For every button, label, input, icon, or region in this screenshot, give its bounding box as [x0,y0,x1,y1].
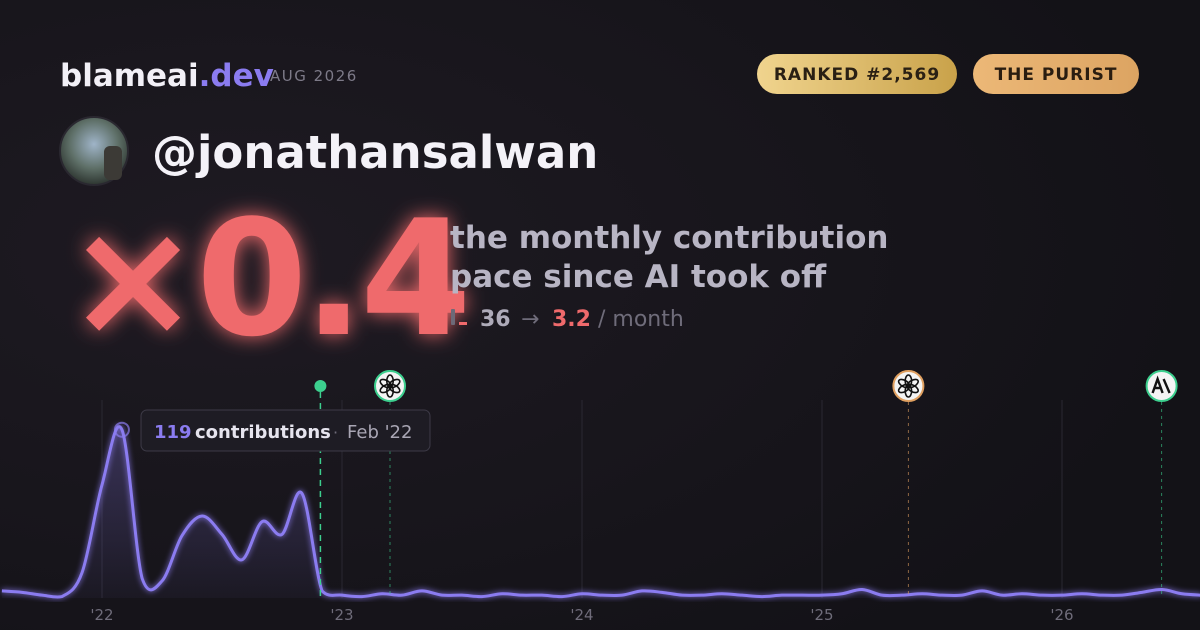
handle: @jonathansalwan [152,126,598,179]
area [1,426,1200,598]
chart: '22 '23 '24 '25 '26 119 contributions · Feb '22 [1,370,1200,624]
icon-glyph [379,378,392,389]
icon-glyph [897,378,911,389]
avatar-figure [104,146,122,180]
tooltip-separator: · [333,423,338,442]
peak-marker [113,421,130,438]
x-tick-label: '23 [330,606,353,624]
x-tick-label: '26 [1050,606,1073,624]
event-dot [314,380,327,392]
stat-before: 36 [480,307,511,332]
event-icon [374,370,406,402]
icon-glyph [1151,375,1171,394]
title-badge [973,54,1139,94]
stat-unit: / month [598,307,684,332]
tooltip [140,409,431,452]
event-icon [1145,370,1178,402]
rank-text: RANKED #2,569 [774,65,940,85]
tooltip-value: 119 [154,422,192,443]
x-tick-label: '25 [810,606,833,624]
tooltip-label: contributions [195,422,331,443]
brand-suffix: .dev [199,58,274,94]
description-line: pace since AI took off [450,259,827,295]
pace-icon [451,309,455,325]
brand-name: blameai [60,58,199,94]
stat-after: 3.2 [552,307,591,332]
stat-arrow: → [521,307,539,332]
brand: blameai.dev [60,58,274,94]
pace-icon [459,322,467,325]
title-text: THE PURIST [995,65,1118,85]
multiplier: ×0.4 [66,185,468,372]
period: AUG 2026 [270,67,358,85]
tooltip-date: Feb '22 [347,422,412,443]
x-tick-label: '24 [570,606,593,624]
x-tick-label: '22 [90,606,113,624]
rank-badge [757,54,957,94]
description-line: the monthly contribution [450,220,888,256]
line [1,425,1200,599]
event-icon [892,370,925,402]
